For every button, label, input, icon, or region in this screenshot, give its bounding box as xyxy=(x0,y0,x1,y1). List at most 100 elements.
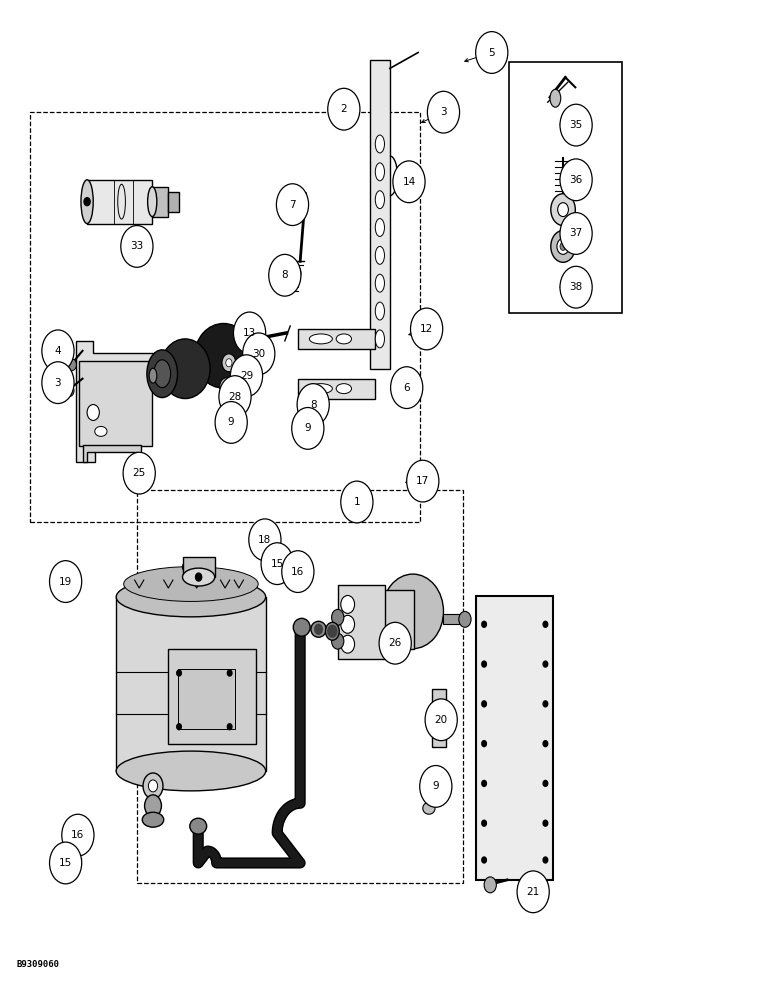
Circle shape xyxy=(543,621,547,627)
Circle shape xyxy=(560,104,592,146)
Ellipse shape xyxy=(550,89,560,107)
Circle shape xyxy=(249,347,254,354)
Bar xyxy=(137,490,462,883)
Text: 7: 7 xyxy=(290,200,296,210)
Circle shape xyxy=(482,621,486,627)
Circle shape xyxy=(315,624,323,634)
Circle shape xyxy=(276,184,309,226)
Text: 15: 15 xyxy=(59,858,73,868)
Ellipse shape xyxy=(161,339,210,399)
Circle shape xyxy=(49,561,82,602)
Ellipse shape xyxy=(382,574,443,649)
Text: 6: 6 xyxy=(404,383,410,393)
Text: 8: 8 xyxy=(282,270,288,280)
Ellipse shape xyxy=(142,812,164,827)
Circle shape xyxy=(306,401,313,409)
Circle shape xyxy=(245,343,257,359)
Text: 26: 26 xyxy=(388,638,401,648)
Circle shape xyxy=(261,543,293,585)
Circle shape xyxy=(543,741,547,747)
Ellipse shape xyxy=(423,802,435,814)
Text: 14: 14 xyxy=(402,177,415,187)
Text: 15: 15 xyxy=(270,559,284,569)
Circle shape xyxy=(482,820,486,826)
Text: 16: 16 xyxy=(291,567,304,577)
Circle shape xyxy=(222,354,235,372)
Circle shape xyxy=(557,203,568,217)
Ellipse shape xyxy=(293,618,310,636)
Circle shape xyxy=(235,357,249,375)
Circle shape xyxy=(84,198,90,206)
Text: 1: 1 xyxy=(354,497,361,507)
Circle shape xyxy=(517,871,549,913)
Text: 35: 35 xyxy=(570,120,583,130)
Circle shape xyxy=(543,780,547,786)
Circle shape xyxy=(560,159,592,201)
Circle shape xyxy=(340,481,373,523)
Ellipse shape xyxy=(375,302,384,320)
Ellipse shape xyxy=(375,191,384,209)
Ellipse shape xyxy=(336,384,351,394)
Circle shape xyxy=(332,633,344,649)
Text: 28: 28 xyxy=(229,392,242,402)
Circle shape xyxy=(49,842,82,884)
Circle shape xyxy=(543,701,547,707)
Bar xyxy=(152,187,168,217)
Circle shape xyxy=(282,551,314,592)
Text: 9: 9 xyxy=(304,423,311,433)
Circle shape xyxy=(62,814,94,856)
Text: 16: 16 xyxy=(71,830,84,840)
Circle shape xyxy=(67,359,76,371)
Ellipse shape xyxy=(182,568,215,586)
Ellipse shape xyxy=(144,795,161,817)
Circle shape xyxy=(292,408,324,449)
Text: 8: 8 xyxy=(310,400,317,410)
Ellipse shape xyxy=(336,334,351,344)
Circle shape xyxy=(560,266,592,308)
Text: 38: 38 xyxy=(570,282,583,292)
Text: 3: 3 xyxy=(55,378,61,388)
Circle shape xyxy=(332,609,344,625)
Circle shape xyxy=(148,780,157,792)
Bar xyxy=(370,60,390,369)
Circle shape xyxy=(543,820,547,826)
Text: 29: 29 xyxy=(240,371,253,381)
Ellipse shape xyxy=(117,577,266,617)
Ellipse shape xyxy=(154,360,171,388)
Text: 33: 33 xyxy=(130,241,144,251)
Polygon shape xyxy=(83,445,141,462)
Ellipse shape xyxy=(195,323,252,388)
Bar xyxy=(476,596,553,880)
Text: 30: 30 xyxy=(252,349,266,359)
Circle shape xyxy=(249,519,281,561)
Circle shape xyxy=(42,362,74,404)
Text: 37: 37 xyxy=(570,228,583,238)
Text: 20: 20 xyxy=(435,715,448,725)
Text: 4: 4 xyxy=(55,346,61,356)
Circle shape xyxy=(303,396,317,413)
Bar xyxy=(183,557,215,577)
Ellipse shape xyxy=(375,330,384,348)
Text: 18: 18 xyxy=(259,535,272,545)
Circle shape xyxy=(482,741,486,747)
Circle shape xyxy=(87,405,100,420)
Circle shape xyxy=(227,724,232,730)
Circle shape xyxy=(328,88,360,130)
Ellipse shape xyxy=(124,567,258,601)
Text: 5: 5 xyxy=(489,47,495,57)
Circle shape xyxy=(482,857,486,863)
Text: 17: 17 xyxy=(416,476,429,486)
Bar xyxy=(298,329,374,349)
Ellipse shape xyxy=(117,751,266,791)
Ellipse shape xyxy=(375,135,384,153)
Circle shape xyxy=(543,857,547,863)
Ellipse shape xyxy=(190,818,207,834)
Circle shape xyxy=(225,359,232,367)
Circle shape xyxy=(407,460,439,502)
Circle shape xyxy=(328,625,337,637)
Circle shape xyxy=(476,32,508,73)
Text: 25: 25 xyxy=(133,468,146,478)
Circle shape xyxy=(557,238,569,254)
Bar xyxy=(117,597,266,771)
Text: B9309060: B9309060 xyxy=(16,960,59,969)
